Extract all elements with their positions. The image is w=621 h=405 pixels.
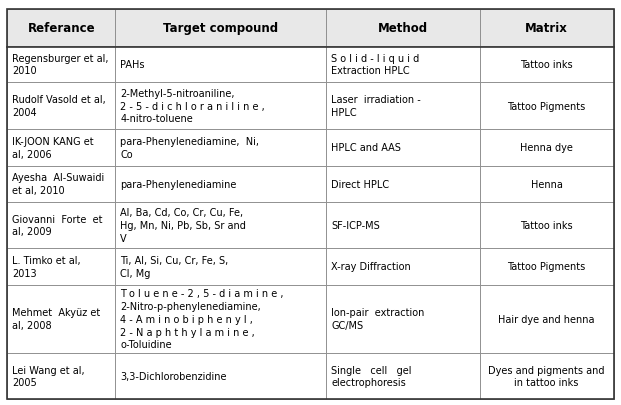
Text: HPLC and AAS: HPLC and AAS: [331, 143, 401, 153]
Text: Tattoo inks: Tattoo inks: [520, 60, 573, 70]
Text: Giovanni  Forte  et
al, 2009: Giovanni Forte et al, 2009: [12, 214, 103, 237]
Bar: [326, 353, 479, 399]
Text: Direct HPLC: Direct HPLC: [331, 179, 389, 190]
Bar: [326, 10, 479, 47]
Text: L. Timko et al,
2013: L. Timko et al, 2013: [12, 255, 81, 278]
Text: Ion-pair  extraction
GC/MS: Ion-pair extraction GC/MS: [331, 308, 425, 330]
Bar: [326, 83, 479, 130]
Text: Ti, Al, Si, Cu, Cr, Fe, S,
Cl, Mg: Ti, Al, Si, Cu, Cr, Fe, S, Cl, Mg: [120, 255, 229, 278]
Bar: [479, 83, 614, 130]
Text: para-Phenylenediamine,  Ni,
Co: para-Phenylenediamine, Ni, Co: [120, 136, 260, 159]
Bar: [7, 166, 116, 202]
Text: Laser  irradiation -
HPLC: Laser irradiation - HPLC: [331, 95, 421, 118]
Bar: [479, 166, 614, 202]
Text: PAHs: PAHs: [120, 60, 145, 70]
Bar: [7, 248, 116, 285]
Text: Rudolf Vasold et al,
2004: Rudolf Vasold et al, 2004: [12, 95, 106, 118]
Text: S o l i d - l i q u i d
Extraction HPLC: S o l i d - l i q u i d Extraction HPLC: [331, 53, 419, 76]
Text: X-ray Diffraction: X-ray Diffraction: [331, 262, 411, 271]
Bar: [7, 10, 116, 47]
Bar: [326, 248, 479, 285]
Bar: [7, 353, 116, 399]
Bar: [116, 83, 326, 130]
Bar: [116, 353, 326, 399]
Text: Mehmet  Akyüz et
al, 2008: Mehmet Akyüz et al, 2008: [12, 308, 101, 330]
Text: Referance: Referance: [27, 22, 95, 35]
Text: para-Phenylenediamine: para-Phenylenediamine: [120, 179, 237, 190]
Bar: [116, 10, 326, 47]
Text: IK-JOON KANG et
al, 2006: IK-JOON KANG et al, 2006: [12, 136, 94, 159]
Text: 2-Methyl-5-nitroaniline,
2 - 5 - d i c h l o r a n i l i n e ,
4-nitro-toluene: 2-Methyl-5-nitroaniline, 2 - 5 - d i c h…: [120, 89, 265, 124]
Text: Tattoo Pigments: Tattoo Pigments: [507, 262, 586, 271]
Text: Target compound: Target compound: [163, 22, 278, 35]
Text: Henna: Henna: [530, 179, 563, 190]
Bar: [326, 285, 479, 353]
Bar: [326, 166, 479, 202]
Text: Dyes and pigments and
in tattoo inks: Dyes and pigments and in tattoo inks: [488, 365, 605, 388]
Text: Single   cell   gel
electrophoresis: Single cell gel electrophoresis: [331, 365, 412, 388]
Bar: [116, 47, 326, 83]
Bar: [479, 202, 614, 248]
Text: Method: Method: [378, 22, 428, 35]
Text: Al, Ba, Cd, Co, Cr, Cu, Fe,
Hg, Mn, Ni, Pb, Sb, Sr and
V: Al, Ba, Cd, Co, Cr, Cu, Fe, Hg, Mn, Ni, …: [120, 208, 246, 243]
Text: T o l u e n e - 2 , 5 - d i a m i n e ,
2-Nitro-p-phenylenediamine,
4 - A m i n : T o l u e n e - 2 , 5 - d i a m i n e , …: [120, 288, 284, 350]
Text: Tattoo Pigments: Tattoo Pigments: [507, 101, 586, 111]
Text: Lei Wang et al,
2005: Lei Wang et al, 2005: [12, 365, 85, 388]
Bar: [479, 130, 614, 166]
Bar: [326, 47, 479, 83]
Bar: [479, 47, 614, 83]
Bar: [116, 248, 326, 285]
Bar: [7, 47, 116, 83]
Text: Ayesha  Al-Suwaidi
et al, 2010: Ayesha Al-Suwaidi et al, 2010: [12, 173, 105, 196]
Bar: [326, 202, 479, 248]
Bar: [116, 166, 326, 202]
Bar: [479, 248, 614, 285]
Bar: [116, 130, 326, 166]
Bar: [326, 130, 479, 166]
Bar: [116, 202, 326, 248]
Bar: [7, 285, 116, 353]
Bar: [479, 353, 614, 399]
Bar: [7, 202, 116, 248]
Bar: [479, 10, 614, 47]
Text: 3,3-Dichlorobenzidine: 3,3-Dichlorobenzidine: [120, 371, 227, 381]
Text: Matrix: Matrix: [525, 22, 568, 35]
Text: Regensburger et al,
2010: Regensburger et al, 2010: [12, 53, 109, 76]
Bar: [7, 83, 116, 130]
Bar: [479, 285, 614, 353]
Bar: [7, 130, 116, 166]
Text: SF-ICP-MS: SF-ICP-MS: [331, 220, 380, 230]
Bar: [116, 285, 326, 353]
Text: Tattoo inks: Tattoo inks: [520, 220, 573, 230]
Text: Hair dye and henna: Hair dye and henna: [498, 314, 595, 324]
Text: Henna dye: Henna dye: [520, 143, 573, 153]
